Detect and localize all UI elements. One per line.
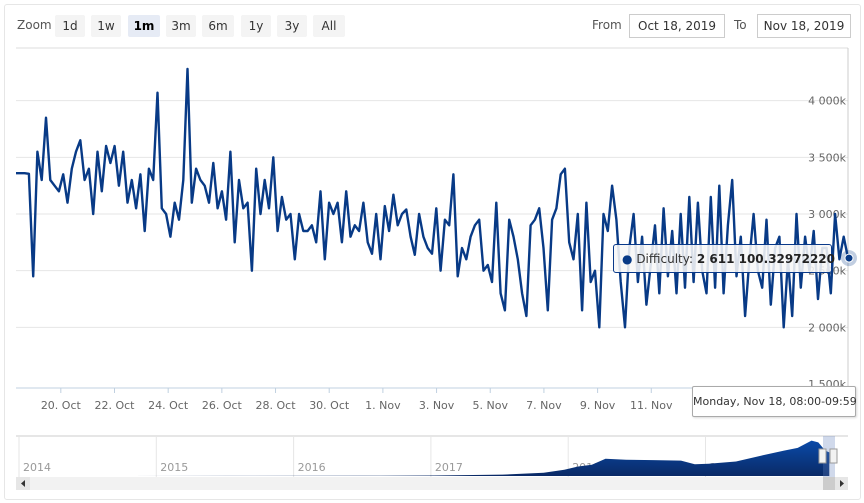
- x-tick-label: 3. Nov: [419, 399, 455, 412]
- scrollbar-track[interactable]: [16, 477, 848, 490]
- x-tick-label: 7. Nov: [526, 399, 562, 412]
- series-dot-icon: ●: [622, 252, 633, 266]
- navigator-right-handle[interactable]: [829, 448, 838, 464]
- x-tick-label: 24. Oct: [148, 399, 189, 412]
- x-tick-label: 9. Nov: [580, 399, 616, 412]
- from-date-input[interactable]: Oct 18, 2019: [629, 14, 725, 38]
- navigator-year-label: 2014: [23, 461, 51, 474]
- from-label: From: [592, 18, 622, 32]
- x-tick-label: 28. Oct: [256, 399, 297, 412]
- zoom-1w-button[interactable]: 1w: [91, 15, 121, 37]
- x-tick-label: 1. Nov: [365, 399, 401, 412]
- zoom-3m-button[interactable]: 3m: [166, 15, 196, 37]
- zoom-1y-button[interactable]: 1y: [241, 15, 271, 37]
- navigator-year-label: 2017: [435, 461, 463, 474]
- x-tick-label: 26. Oct: [202, 399, 243, 412]
- tooltip-value: 2 611 100.32972220: [696, 252, 836, 266]
- navigator-year-label: 2016: [298, 461, 326, 474]
- zoom-1d-button[interactable]: 1d: [55, 15, 85, 37]
- x-tick-label: 5. Nov: [473, 399, 509, 412]
- to-date-input[interactable]: Nov 18, 2019: [757, 14, 851, 38]
- y-tick-label: 3 000k: [808, 208, 846, 221]
- zoom-all-button[interactable]: All: [313, 15, 345, 37]
- x-tick-label: 22. Oct: [94, 399, 135, 412]
- series-tooltip: ● Difficulty: 2 611 100.32972220: [613, 244, 836, 273]
- tooltip-series-name: Difficulty:: [636, 252, 694, 266]
- navigator-selected-range[interactable]: [823, 436, 835, 477]
- arrow-right-icon: [840, 480, 844, 487]
- zoom-6m-button[interactable]: 6m: [202, 15, 234, 37]
- navigator-year-label: 2015: [160, 461, 188, 474]
- zoom-1m-button[interactable]: 1m: [128, 15, 160, 37]
- x-tick-label: 30. Oct: [309, 399, 350, 412]
- to-label: To: [734, 18, 747, 32]
- hover-point[interactable]: [844, 253, 854, 263]
- y-tick-label: 3 500k: [808, 151, 846, 164]
- arrow-left-icon: [21, 480, 25, 487]
- date-tooltip: Monday, Nov 18, 08:00-09:59: [692, 386, 857, 417]
- y-tick-label: 4 000k: [808, 95, 846, 108]
- zoom-label: Zoom: [17, 18, 52, 32]
- x-tick-label: 11. Nov: [630, 399, 673, 412]
- scrollbar-thumb[interactable]: [823, 477, 835, 490]
- zoom-3y-button[interactable]: 3y: [277, 15, 307, 37]
- y-tick-label: 2 000k: [808, 321, 846, 334]
- x-tick-label: 20. Oct: [41, 399, 82, 412]
- navigator-left-handle[interactable]: [818, 448, 827, 464]
- difficulty-line: [16, 67, 850, 329]
- navigator-area: [8, 440, 830, 476]
